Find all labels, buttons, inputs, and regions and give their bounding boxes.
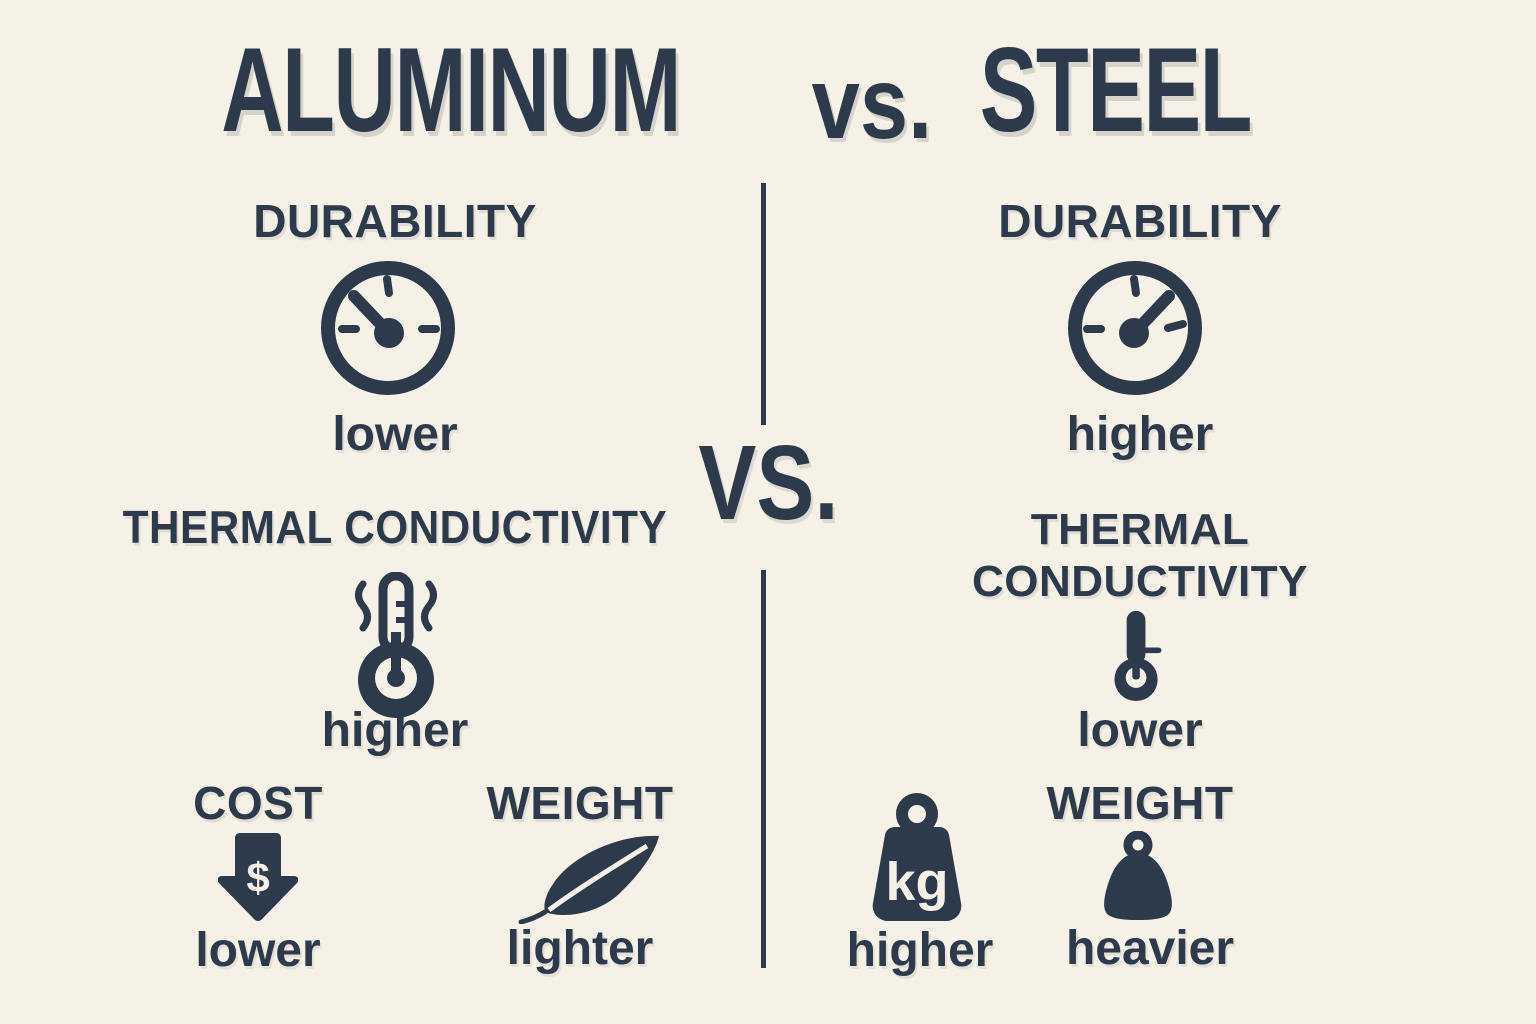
thermometer-heat-icon: [345, 572, 445, 722]
weight-icon: [1088, 831, 1188, 923]
title-separator: vs.: [772, 52, 972, 154]
kg-weight-icon: kg: [853, 790, 981, 923]
dollar-down-arrow-icon: $: [218, 830, 298, 922]
steel-weight-label: WEIGHT: [1046, 777, 1234, 829]
aluminum-weight-value: lighter: [506, 922, 654, 975]
thermometer-icon: [1104, 608, 1170, 702]
gauge-high-icon: [1065, 258, 1205, 398]
aluminum-cost-value: lower: [195, 924, 321, 977]
title-aluminum: ALUMINUM: [132, 30, 732, 150]
steel-weight-value: heavier: [1065, 922, 1235, 975]
kg-text: kg: [885, 852, 948, 912]
feather-icon: [515, 832, 663, 924]
title-steel-text: STEEL: [979, 23, 1252, 157]
steel-durability-label: DURABILITY: [998, 195, 1282, 247]
steel-mass-value: higher: [846, 924, 994, 977]
divider-line-top: [761, 183, 766, 425]
title-aluminum-text: ALUMINUM: [221, 23, 681, 157]
aluminum-weight-label: WEIGHT: [486, 777, 674, 829]
center-vs-label: VS.: [697, 424, 839, 542]
steel-thermal-label: THERMAL CONDUCTIVITY: [972, 505, 1308, 606]
aluminum-thermal-value: higher: [321, 704, 469, 757]
title-separator-text: vs.: [811, 46, 933, 160]
aluminum-thermal-label: THERMAL CONDUCTIVITY: [122, 501, 668, 553]
aluminum-durability-value: lower: [332, 408, 458, 461]
steel-durability-value: higher: [1066, 408, 1214, 461]
dollar-sign-text: $: [246, 854, 269, 901]
title-steel: STEEL: [915, 30, 1315, 150]
aluminum-durability-label: DURABILITY: [253, 195, 537, 247]
gauge-low-icon: [318, 258, 458, 398]
aluminum-cost-label: COST: [193, 777, 323, 829]
divider-line-bottom: [761, 570, 766, 968]
steel-thermal-value: lower: [1077, 704, 1203, 757]
